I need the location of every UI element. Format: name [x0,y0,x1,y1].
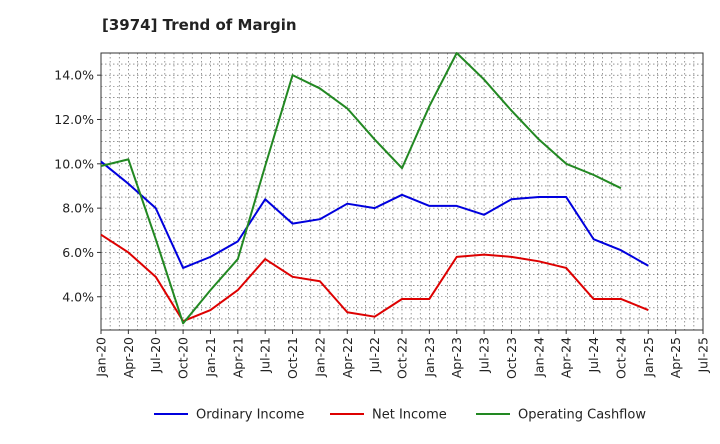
x-tick-label: Jul-21 [258,337,273,374]
x-tick-label: Oct-21 [285,337,300,379]
x-tick-label: Apr-25 [668,337,683,378]
x-tick-label: Apr-24 [559,337,574,378]
legend-label: Net Income [372,408,447,423]
x-tick-label: Jan-25 [641,337,656,378]
legend-label: Ordinary Income [196,408,304,423]
y-tick-label: 12.0% [54,112,94,127]
x-tick-label: Oct-22 [395,337,410,379]
y-tick-label: 10.0% [54,156,94,171]
x-tick-label: Oct-24 [613,337,628,379]
series-line-3 [100,52,622,325]
x-tick-label: Jul-25 [696,337,711,374]
x-tick-label: Jan-22 [312,337,327,378]
legend-label: Operating Cashflow [518,408,646,423]
x-tick-label: Oct-20 [176,337,191,379]
x-tick-label: Apr-21 [230,337,245,378]
x-tick-label: Jul-24 [586,337,601,374]
x-tick-label: Jul-23 [477,337,492,374]
x-tick-label: Apr-23 [449,337,464,378]
y-tick-label: 6.0% [62,245,94,260]
y-tick-label: 4.0% [62,289,94,304]
plot-frame [100,52,704,331]
x-tick-label: Oct-23 [504,337,519,379]
y-tick-label: 8.0% [62,201,94,216]
x-tick-label: Jul-22 [367,337,382,374]
x-tick-label: Jan-20 [94,337,109,378]
series-line-1 [100,160,649,269]
y-tick-label: 14.0% [54,68,94,83]
series-line-2 [100,233,649,323]
x-tick-label: Jan-21 [203,337,218,378]
chart-title: [3974] Trend of Margin [102,16,297,34]
x-tick-label: Jan-23 [422,337,437,378]
x-tick-label: Jan-24 [531,337,546,378]
grid-lines [100,53,704,330]
x-tick-label: Jul-20 [148,337,163,374]
x-tick-label: Apr-20 [121,337,136,378]
x-tick-label: Apr-22 [340,337,355,378]
legend: Ordinary Income Net Income Operating Cashf… [154,408,646,423]
